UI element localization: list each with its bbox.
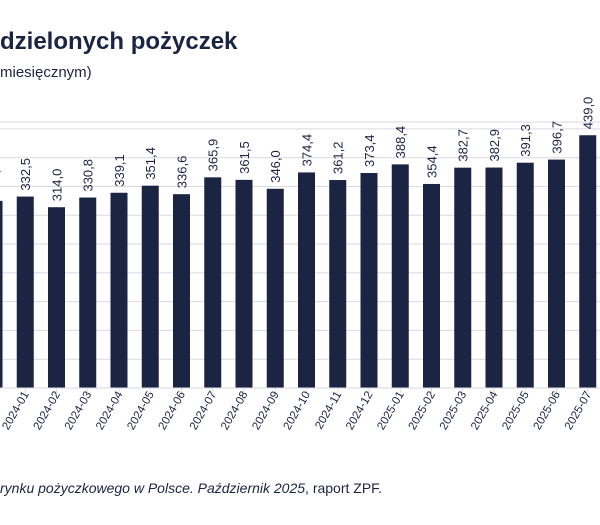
value-label-2025-03: 382,7 — [456, 129, 471, 162]
x-tick-label-2024-12: 2024-12 — [344, 390, 376, 433]
x-tick-label-2025-02: 2025-02 — [407, 390, 439, 433]
value-label-2024-07: 365,9 — [206, 139, 221, 172]
source-publication: rynku pożyczkowego w Polsce. Październik… — [0, 480, 306, 496]
x-tick-label-2025-01: 2025-01 — [375, 390, 407, 433]
value-label-2024-01: 332,5 — [18, 158, 33, 191]
chart-subtitle: miesięcznym) — [0, 64, 92, 81]
x-tick-label-2024-07: 2024-07 — [188, 390, 220, 433]
bar-chart: 325,02023-12332,52024-01314,02024-02330,… — [0, 97, 600, 433]
value-label-2025-06: 396,7 — [550, 121, 565, 154]
bar-2024-05 — [141, 185, 159, 388]
bar-2024-09 — [266, 188, 284, 388]
x-tick-label-2024-09: 2024-09 — [250, 390, 282, 433]
bar-2025-03 — [454, 167, 472, 388]
value-label-2024-04: 339,1 — [112, 154, 127, 187]
value-label-2024-02: 314,0 — [50, 169, 65, 202]
value-label-2025-02: 354,4 — [425, 145, 440, 178]
x-tick-label-2024-08: 2024-08 — [219, 390, 251, 433]
bar-2024-04 — [110, 192, 128, 388]
chart-title: dzielonych pożyczek — [0, 28, 238, 55]
value-label-2025-01: 388,4 — [393, 126, 408, 159]
bar-2025-07 — [579, 135, 597, 388]
value-label-2024-08: 361,5 — [237, 141, 252, 174]
value-label-2024-05: 351,4 — [143, 147, 158, 180]
bar-2024-03 — [79, 197, 97, 388]
value-label-2024-03: 330,8 — [81, 159, 96, 192]
x-tick-label-2024-10: 2024-10 — [282, 390, 314, 433]
source-suffix: , raport ZPF. — [305, 480, 383, 496]
bar-2023-12 — [0, 200, 3, 388]
x-tick-label-2024-06: 2024-06 — [157, 390, 189, 433]
bar-2024-12 — [360, 173, 378, 388]
bar-2024-02 — [48, 207, 65, 388]
bar-2024-10 — [298, 172, 315, 388]
bar-2024-06 — [173, 194, 190, 388]
x-tick-label-2025-03: 2025-03 — [438, 390, 470, 433]
x-tick-label-2025-05: 2025-05 — [500, 390, 532, 433]
x-tick-label-2024-11: 2024-11 — [313, 390, 344, 432]
bar-2024-07 — [204, 177, 222, 388]
x-tick-label-2024-04: 2024-04 — [94, 389, 126, 432]
x-tick-label-2024-03: 2024-03 — [63, 390, 95, 433]
bar-2024-01 — [16, 196, 34, 388]
value-label-2024-09: 346,0 — [268, 150, 283, 183]
value-label-2024-12: 373,4 — [362, 134, 377, 167]
source-note: rynku pożyczkowego w Polsce. Październik… — [0, 480, 382, 496]
value-label-2024-11: 361,2 — [331, 141, 346, 174]
bar-2025-04 — [485, 167, 503, 388]
value-label-2024-10: 374,4 — [300, 134, 315, 167]
bar-2025-05 — [516, 162, 534, 388]
x-tick-label-2024-05: 2024-05 — [125, 390, 157, 433]
x-tick-label-2025-07: 2025-07 — [563, 390, 595, 433]
bar-2025-01 — [391, 164, 409, 388]
bar-2025-02 — [423, 183, 440, 388]
bar-2024-08 — [235, 179, 253, 388]
x-tick-label-2025-04: 2025-04 — [469, 389, 501, 432]
value-label-2025-07: 439,0 — [581, 97, 596, 130]
value-label-2024-06: 336,6 — [175, 156, 190, 189]
x-tick-label-2025-06: 2025-06 — [532, 390, 564, 433]
x-tick-label-2024-01: 2024-01 — [0, 390, 32, 433]
value-label-2025-04: 382,9 — [487, 129, 502, 162]
value-label-2023-12: 325,0 — [0, 162, 2, 195]
value-label-2025-05: 391,3 — [518, 124, 533, 157]
x-tick-label-2024-02: 2024-02 — [32, 390, 64, 433]
bar-2025-06 — [548, 159, 565, 388]
bar-2024-11 — [329, 180, 347, 388]
